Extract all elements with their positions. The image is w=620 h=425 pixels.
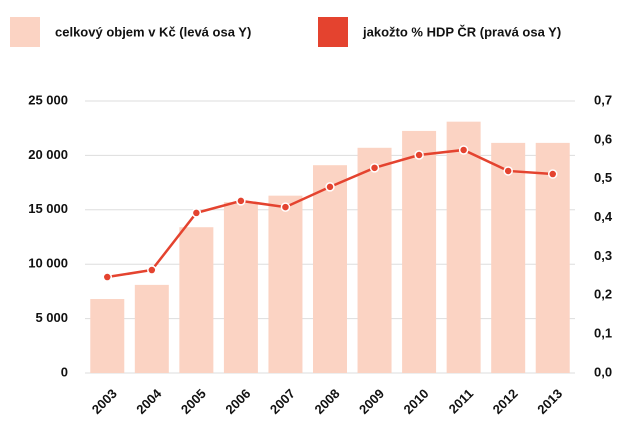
x-tick-label: 2006 <box>222 386 253 417</box>
y-tick-label: 0 <box>61 364 68 379</box>
legend-label: celkový objem v Kč (levá osa Y) <box>55 24 251 39</box>
y2-tick-label: 0,6 <box>594 131 612 146</box>
x-tick-label: 2012 <box>490 386 521 417</box>
y2-tick-label: 0,0 <box>594 364 612 379</box>
y-tick-label: 10 000 <box>28 256 68 271</box>
x-tick-label: 2007 <box>267 386 298 417</box>
legend-label: jakožto % HDP ČR (pravá osa Y) <box>362 24 561 39</box>
x-tick-label: 2008 <box>311 386 342 417</box>
bar <box>134 284 169 373</box>
x-tick-label: 2003 <box>89 386 120 417</box>
line-point <box>369 163 380 173</box>
line-point <box>503 166 513 176</box>
x-tick-label: 2009 <box>356 386 387 417</box>
x-tick-label: 2005 <box>178 386 209 417</box>
y-tick-label: 25 000 <box>28 92 68 107</box>
line-point <box>280 202 291 212</box>
line-point <box>191 208 202 218</box>
y-tick-label: 15 000 <box>28 201 68 216</box>
y2-tick-label: 0,4 <box>594 209 613 224</box>
line-point <box>236 196 246 206</box>
line-point <box>414 150 424 160</box>
bar <box>491 142 526 373</box>
y2-tick-label: 0,5 <box>594 170 612 185</box>
line-point <box>325 182 335 192</box>
line-point <box>547 169 558 179</box>
x-tick-label: 2004 <box>133 385 165 417</box>
bar <box>402 130 437 373</box>
legend-swatch <box>318 17 348 47</box>
x-tick-label: 2010 <box>401 386 432 417</box>
legend-swatch <box>10 17 40 47</box>
line-point <box>102 272 113 282</box>
bar <box>90 299 125 373</box>
bar <box>446 121 481 373</box>
bar <box>313 165 347 373</box>
bar <box>535 142 570 373</box>
y2-tick-label: 0,3 <box>594 248 612 263</box>
line-point <box>458 145 469 155</box>
bar <box>179 227 214 373</box>
bar <box>357 147 392 373</box>
y2-tick-label: 0,1 <box>594 326 612 341</box>
x-tick-label: 2013 <box>534 386 565 417</box>
y2-tick-label: 0,7 <box>594 92 612 107</box>
y2-tick-label: 0,2 <box>594 287 612 302</box>
line-point <box>147 265 157 275</box>
bar <box>223 202 258 373</box>
bar <box>268 195 303 373</box>
y-tick-label: 20 000 <box>28 147 68 162</box>
y-tick-label: 5 000 <box>35 310 68 325</box>
x-tick-label: 2011 <box>446 386 477 417</box>
